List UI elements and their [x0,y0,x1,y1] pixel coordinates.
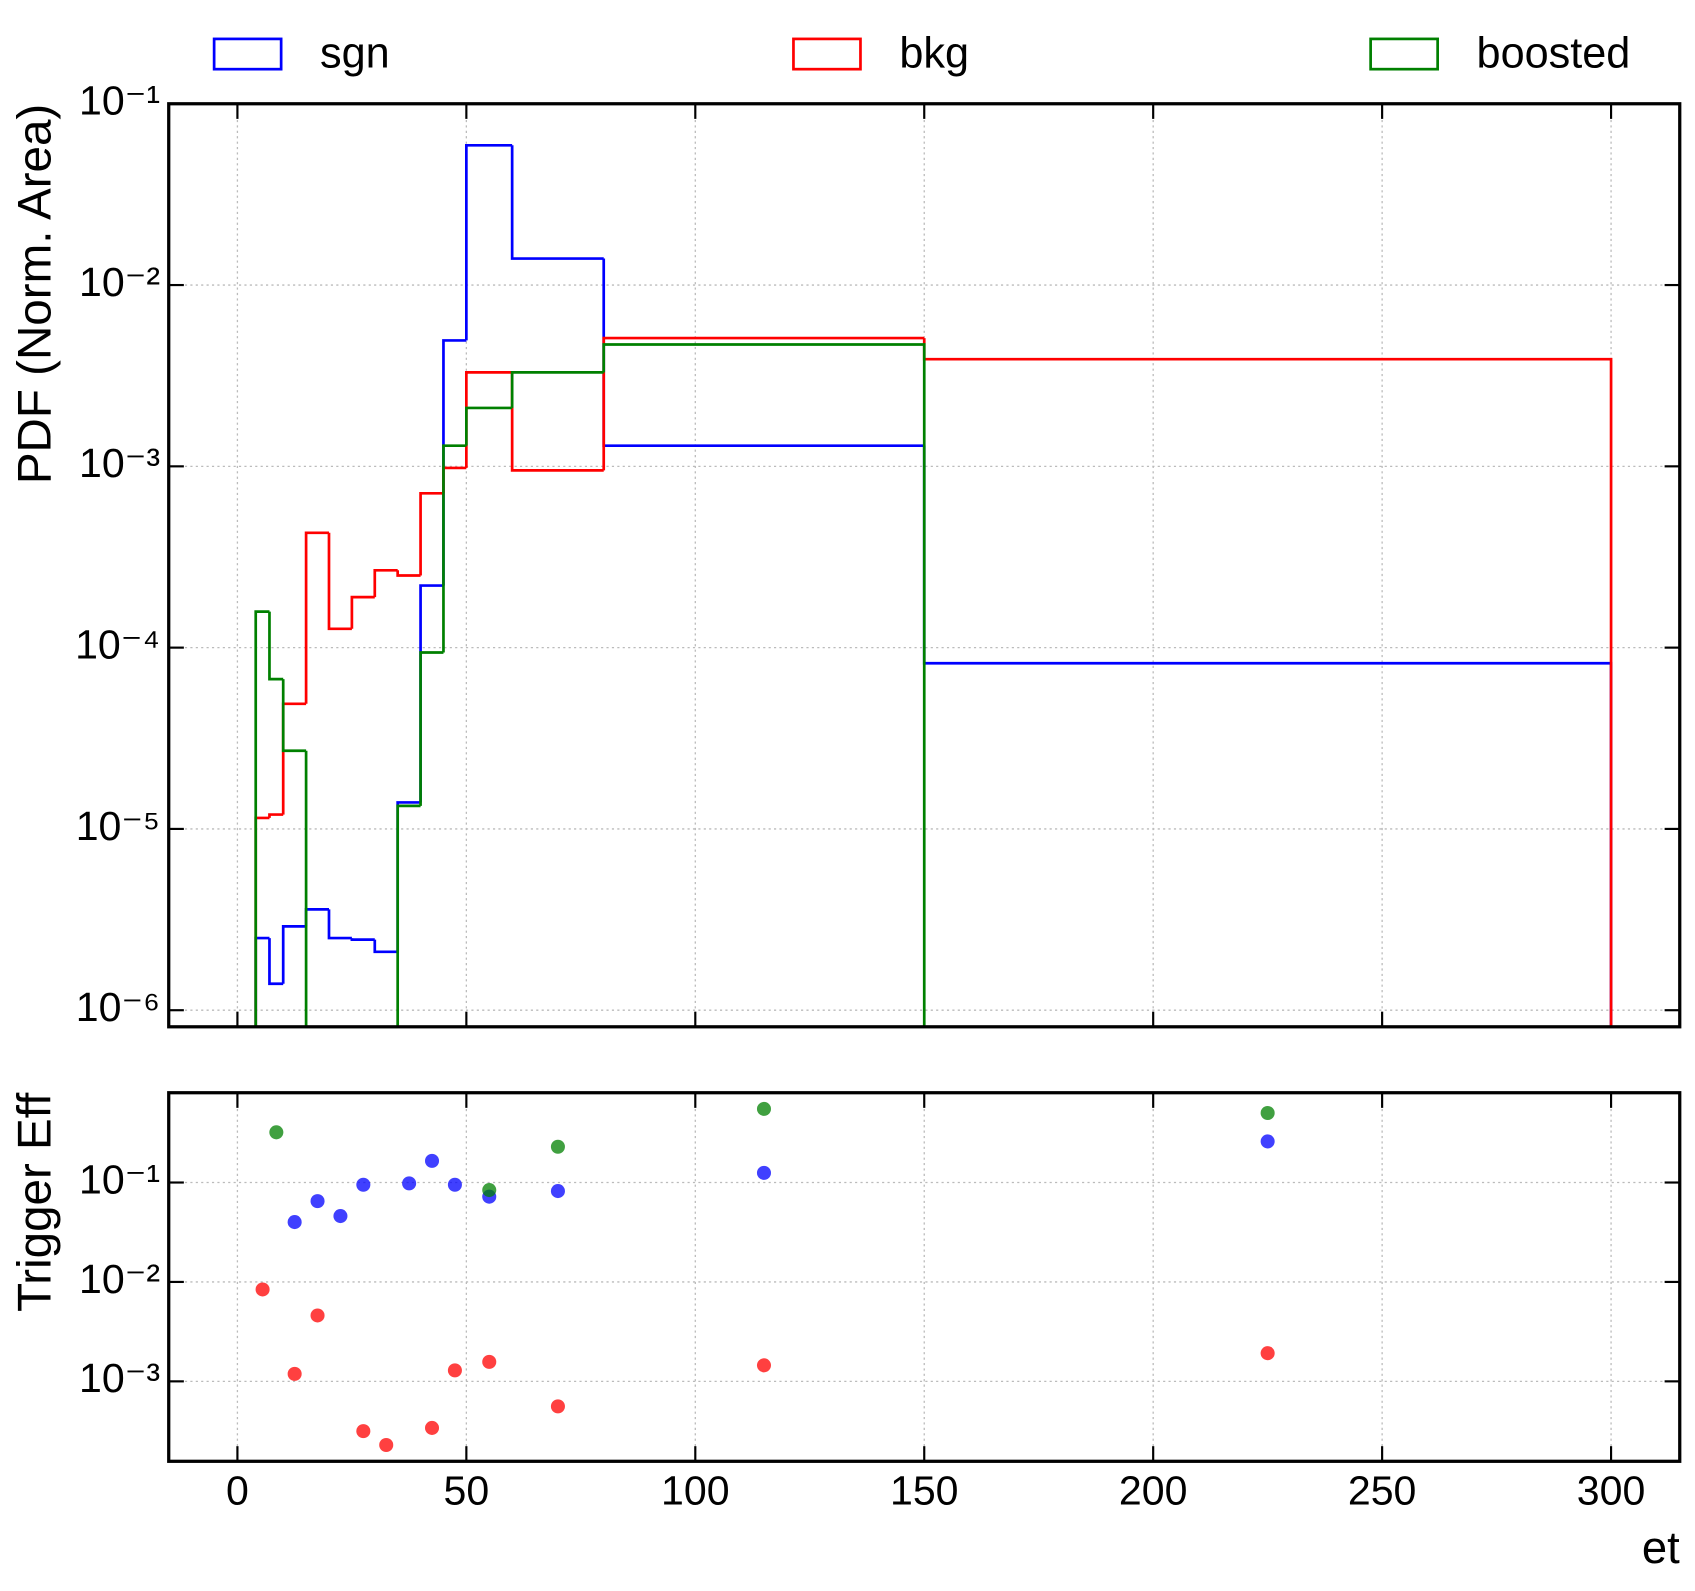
histogram-step [602,336,925,471]
scatter-point [255,1282,270,1297]
histogram-step [268,611,284,681]
scatter-point [287,1366,302,1381]
histogram-step [304,531,329,704]
legend-label: bkg [899,30,969,78]
x-tick-label: 100 [661,1468,730,1514]
scatter-point [482,1183,497,1198]
histogram-step [922,445,1613,1027]
histogram-step [304,908,329,927]
histogram-step [602,343,926,1027]
legend-label: boosted [1477,30,1631,78]
histogram-step [350,938,375,942]
histogram-step [281,702,307,815]
axes-frame [167,1091,1682,1463]
y-tick-label: 10⁻³ [79,440,160,486]
histogram-step [419,651,444,806]
scatter-point [447,1177,462,1192]
y-axis-label: Trigger Eff [9,1092,62,1312]
y-tick-label: 10⁻² [79,259,160,305]
x-tick-label: 0 [226,1468,249,1514]
legend-swatch [1369,37,1439,71]
x-tick-label: 50 [444,1468,490,1514]
scatter-point [424,1153,440,1168]
histogram-step [327,909,352,940]
histogram-step [510,370,604,408]
scatter-point [379,1437,394,1453]
histogram-step [373,568,398,598]
histogram-step [281,679,307,753]
x-axis-label: et [1642,1522,1680,1573]
axes-frame [167,102,1682,1029]
histogram-step [268,938,284,986]
histogram-step [254,936,270,1027]
histogram-step [350,595,375,629]
scatter-point [550,1184,565,1199]
y-tick-label: 10⁻³ [79,1355,160,1401]
scatter-point [550,1399,565,1414]
scatter-point [447,1363,462,1378]
histogram-step [268,813,284,818]
histogram-step [254,610,270,1027]
histogram-step [254,816,270,1027]
y-tick-label: 10⁻⁴ [75,621,160,667]
scatter-point [482,1354,497,1369]
scatter-point [356,1424,371,1439]
scatter-point [310,1194,325,1209]
scatter-point [310,1308,325,1323]
legend-swatch [792,37,862,71]
scatter-point [269,1125,284,1140]
histogram-step [396,570,421,577]
x-tick-label: 200 [1119,1468,1188,1514]
histogram-step [510,372,604,472]
scatter-point [287,1215,302,1230]
histogram-step [396,801,421,952]
y-tick-label: 10⁻² [79,1256,160,1302]
histogram-step [465,370,513,468]
histogram-step [419,584,444,803]
legend-swatch [212,37,283,71]
legend-label: sgn [320,30,390,78]
histogram-step [373,939,398,954]
scatter-point [756,1101,772,1116]
histogram-step [281,925,307,984]
scatter-point [756,1165,772,1180]
y-tick-label: 10⁻⁶ [76,984,160,1030]
y-tick-label: 10⁻¹ [79,1156,160,1202]
scatter-point [756,1358,772,1373]
histogram-step [465,143,513,341]
scatter-point [333,1209,348,1224]
histogram-step [419,491,444,576]
x-tick-label: 250 [1348,1468,1417,1514]
scatter-point [1260,1134,1275,1149]
histogram-step [396,804,421,1027]
histogram-step [442,466,467,494]
scatter-point [424,1420,440,1435]
histogram-step [510,145,604,260]
scatter-point [356,1177,371,1192]
histogram-step [465,406,513,446]
histogram-step [602,258,925,448]
histogram-step [442,339,467,586]
scatter-point [550,1139,565,1154]
histogram-step [304,750,329,1029]
y-tick-label: 10⁻⁵ [76,803,160,849]
y-tick-label: 10⁻¹ [79,78,160,124]
scatter-point [1260,1105,1275,1121]
x-tick-label: 300 [1577,1468,1646,1514]
scatter-point [402,1176,417,1191]
histogram-step [442,444,467,653]
x-tick-label: 150 [890,1468,959,1514]
y-axis-label: PDF (Norm. Area) [9,104,62,484]
scatter-point [1260,1346,1275,1361]
histogram-step [922,338,1613,1027]
histogram-step [327,532,352,631]
